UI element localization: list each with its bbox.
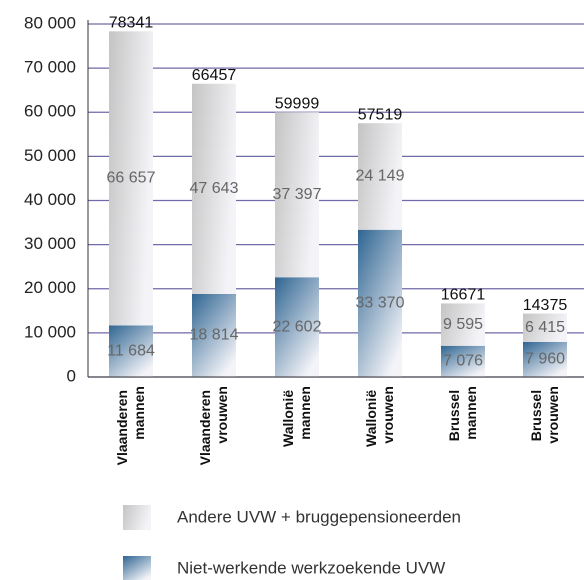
y-tick-label: 60 000 xyxy=(24,102,76,121)
value-label: 11 684 xyxy=(107,342,155,359)
total-label: 66457 xyxy=(192,67,237,84)
bar-segment xyxy=(523,313,567,342)
legend-swatch xyxy=(123,556,151,580)
bar-segment xyxy=(441,345,485,377)
value-label: 7 076 xyxy=(443,353,483,370)
value-label: 33 370 xyxy=(356,295,405,312)
y-tick-label: 20 000 xyxy=(24,278,76,297)
bar-segment xyxy=(275,112,319,278)
bar-segment xyxy=(109,31,153,326)
value-label: 37 397 xyxy=(273,186,322,203)
total-label: 14375 xyxy=(523,297,568,314)
bar-segment xyxy=(275,277,319,377)
x-tick-label: Brussel mannen xyxy=(446,386,479,441)
bar-segment xyxy=(358,229,402,377)
value-label: 7 960 xyxy=(525,351,565,368)
bar-segment xyxy=(358,123,402,230)
value-label: 9 595 xyxy=(443,316,483,333)
total-label: 78341 xyxy=(109,15,154,32)
value-label: 18 814 xyxy=(190,327,239,344)
legend-label: Niet-werkende werkzoekende UVW xyxy=(177,558,445,577)
x-tick-label: Wallonië mannen xyxy=(280,386,313,447)
value-label: 47 643 xyxy=(190,180,239,197)
y-tick-label: 70 000 xyxy=(24,58,76,77)
y-tick-label: 40 000 xyxy=(24,190,76,209)
legend-label: Andere UVW + bruggepensioneerden xyxy=(177,507,461,526)
x-tick-label: Brussel vrouwen xyxy=(528,386,561,444)
value-label: 6 415 xyxy=(525,319,565,336)
y-tick-label: 80 000 xyxy=(24,13,76,32)
value-label: 66 657 xyxy=(107,170,156,187)
x-tick-label: Wallonië vrouwen xyxy=(363,386,396,447)
legend-swatch xyxy=(123,505,151,530)
x-tick-label: Vlaanderen mannen xyxy=(114,386,147,465)
total-label: 57519 xyxy=(358,106,403,123)
bar-segment xyxy=(192,83,236,294)
y-tick-label: 30 000 xyxy=(24,234,76,253)
y-tick-label: 0 xyxy=(67,366,76,385)
total-label: 16671 xyxy=(441,287,486,304)
bar-segment xyxy=(523,341,567,377)
y-tick-label: 10 000 xyxy=(24,322,76,341)
bar-segment xyxy=(109,325,153,377)
bar-segment xyxy=(192,293,236,377)
total-label: 59999 xyxy=(275,95,320,112)
y-tick-label: 50 000 xyxy=(24,146,76,165)
value-label: 22 602 xyxy=(273,318,322,335)
value-label: 24 149 xyxy=(356,168,405,185)
bar-segment xyxy=(441,303,485,346)
x-tick-label: Vlaanderen vrouwen xyxy=(197,386,230,465)
